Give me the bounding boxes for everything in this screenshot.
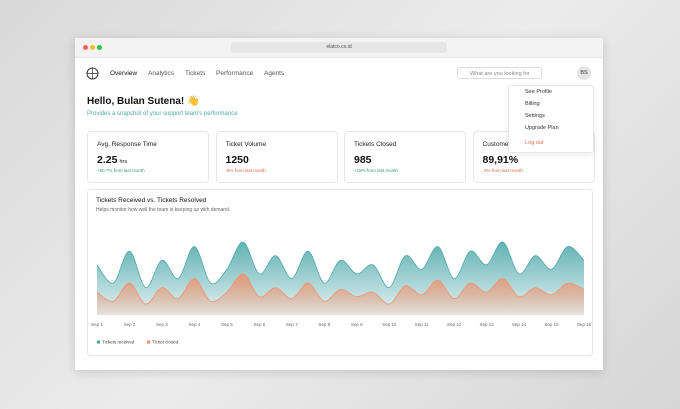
card-value: 89,91% bbox=[482, 154, 519, 166]
x-tick-label: Sep 15 bbox=[544, 322, 559, 327]
subtitle: Provides a snapshot of your support team… bbox=[87, 111, 240, 117]
x-tick-label: Sep 5 bbox=[221, 322, 233, 327]
legend-label: Tickets received bbox=[102, 340, 135, 345]
logo[interactable] bbox=[86, 67, 99, 80]
x-tick-label: Sep 7 bbox=[286, 322, 298, 327]
x-tick-label: Sep 1 bbox=[91, 322, 103, 327]
card-value: 2.25 hrs bbox=[97, 154, 128, 166]
chart-card: Tickets Received vs. Tickets Resolved He… bbox=[87, 189, 593, 356]
card-title: Avg. Response Time bbox=[97, 141, 157, 148]
search[interactable]: What are you looking for bbox=[457, 67, 542, 79]
x-tick-label: Sep 10 bbox=[382, 322, 397, 327]
menu-item[interactable]: Upgrade Plan bbox=[525, 125, 559, 131]
x-tick-label: Sep 8 bbox=[318, 322, 330, 327]
kpi-card: Tickets Closed 985 +18% from last month bbox=[344, 131, 466, 183]
x-tick-label: Sep 6 bbox=[253, 322, 265, 327]
card-change: +80.7% from last month bbox=[97, 168, 145, 173]
chart-subtitle: Helps monitor how well the team is keepi… bbox=[96, 207, 231, 213]
x-tick-label: Sep 9 bbox=[351, 322, 363, 327]
nav-item[interactable]: Agents bbox=[264, 70, 285, 77]
menu-item[interactable]: Billing bbox=[525, 101, 540, 107]
x-tick-label: Sep 14 bbox=[512, 322, 527, 327]
legend-marker bbox=[146, 340, 151, 344]
card-change: -2% from last month bbox=[482, 168, 523, 173]
greeting: Hello, Bulan Sutena! 👋 bbox=[87, 96, 200, 107]
dropdown-menu: See Profile Billing Settings Upgrade Pla… bbox=[508, 85, 594, 153]
x-tick-label: Sep 3 bbox=[156, 322, 168, 327]
card-change: -5% from last month bbox=[225, 168, 266, 173]
x-tick-label: Sep 16 bbox=[577, 322, 592, 327]
legend-label: Ticket closed bbox=[152, 340, 179, 345]
card-title: Ticket Volume bbox=[225, 141, 267, 148]
x-tick-label: Sep 11 bbox=[415, 322, 429, 327]
menu-item[interactable]: Settings bbox=[525, 113, 545, 119]
address-bar[interactable]: elatco.co.id bbox=[231, 42, 447, 53]
chart-title: Tickets Received vs. Tickets Resolved bbox=[96, 197, 207, 204]
x-tick-label: Sep 2 bbox=[124, 322, 136, 327]
nav-item[interactable]: Overview bbox=[110, 70, 138, 77]
line bbox=[96, 241, 585, 289]
card-value: 985 bbox=[354, 154, 372, 166]
nav-item[interactable]: Tickets bbox=[185, 70, 206, 77]
browser-window: elatco.co.id Overview Analytics Tickets … bbox=[75, 38, 603, 370]
x-tick-label: Sep 4 bbox=[189, 322, 201, 327]
x-tick-label: Sep 13 bbox=[479, 322, 494, 327]
nav-item[interactable]: Analytics bbox=[148, 70, 175, 77]
card-value: 1250 bbox=[225, 154, 249, 166]
x-tick-label: Sep 12 bbox=[447, 322, 462, 327]
kpi-card: Avg. Response Time 2.25 hrs +80.7% from las… bbox=[87, 131, 209, 183]
browser-bar: elatco.co.id bbox=[75, 38, 603, 58]
card-title: Tickets Closed bbox=[354, 141, 397, 148]
kpi-card: Ticket Volume 1250 -5% from last month bbox=[215, 131, 338, 183]
card-unit: hrs bbox=[119, 159, 128, 165]
nav-item[interactable]: Performance bbox=[216, 70, 254, 77]
menu-item[interactable]: See Profile bbox=[525, 89, 552, 95]
chart: Sep 1 Sep 2 Sep 3 Sep 4 Sep 5 Sep 6 Sep 7 Sep 8… bbox=[91, 241, 592, 345]
area bbox=[97, 273, 584, 315]
logout[interactable]: Log out bbox=[525, 140, 544, 146]
avatar[interactable]: BS bbox=[577, 66, 591, 80]
card-change: +18% from last month bbox=[354, 168, 398, 173]
line bbox=[96, 273, 585, 305]
legend-marker bbox=[96, 340, 101, 344]
